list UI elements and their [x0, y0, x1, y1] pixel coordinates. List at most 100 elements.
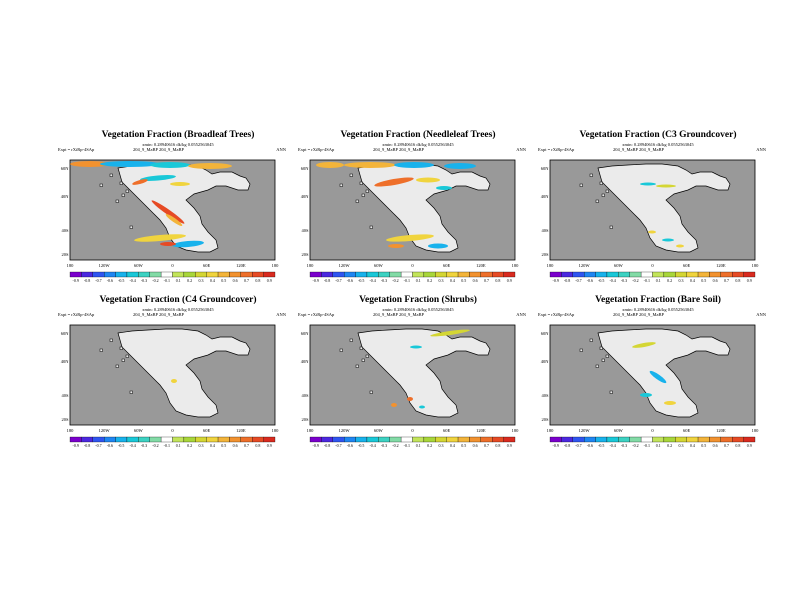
lat-label: 60N [61, 166, 70, 171]
map-plot: 60N 40N 40S 20S 180 120W 60W 0 60E 120E 180 -0.9 -0.… [301, 324, 520, 448]
colorbar-label: 0.8 [255, 443, 260, 448]
island [119, 346, 123, 350]
continent-land [357, 328, 491, 418]
colorbar-swatch [355, 271, 368, 278]
vegetation-patch [410, 345, 422, 349]
colorbar-swatch [743, 271, 756, 278]
vegetation-patch [172, 240, 204, 248]
lon-label: 120W [579, 428, 591, 433]
colorbar-label: 0.4 [210, 278, 215, 283]
colorbar-label: -0.3 [621, 278, 627, 283]
map-panel: Vegetation Fraction (Needleleaf Trees) xm… [298, 130, 538, 315]
colorbar-swatch [366, 436, 379, 443]
vegetation-patch [436, 186, 452, 190]
colorbar-label: 0.7 [724, 443, 729, 448]
colorbar-swatch [183, 436, 196, 443]
lon-label: 180 [512, 428, 520, 433]
vegetation-patch [664, 401, 676, 405]
vegetation-patch [150, 162, 190, 168]
lon-label: 60E [443, 428, 451, 433]
vegetation-patch [132, 179, 148, 185]
colorbar-swatch [469, 436, 481, 443]
colorbar-swatch [469, 271, 481, 278]
stats-line: xmin: 0.28940616 dk/kg 0.0552563045 [382, 307, 454, 312]
colorbar-label: 0.4 [450, 443, 455, 448]
colorbar-swatch [81, 271, 93, 278]
lat-label: 60N [301, 166, 310, 171]
colorbar-swatch [389, 436, 402, 443]
lon-label: 0 [411, 428, 414, 433]
colorbar-label: -0.4 [369, 443, 375, 448]
colorbar-swatch [206, 271, 219, 278]
colorbar-swatch [663, 271, 676, 278]
colorbar-swatch [389, 271, 402, 278]
colorbar-label: 0.2 [187, 443, 192, 448]
colorbar-label: -0.7 [575, 278, 581, 283]
lon-label: 60W [614, 263, 624, 268]
vegetation-patch [419, 405, 425, 409]
island [121, 358, 125, 362]
colorbar-label: 0.2 [427, 443, 432, 448]
colorbar-label: -0.2 [632, 443, 638, 448]
lon-label: 60E [203, 428, 211, 433]
island [119, 181, 123, 185]
colorbar-swatch [709, 436, 721, 443]
lon-label: 180 [272, 428, 280, 433]
island [599, 346, 603, 350]
colorbar-swatch [195, 271, 207, 278]
colorbar-label: 0.1 [656, 278, 661, 283]
continent-land [597, 328, 731, 418]
colorbar-label: 0.7 [724, 278, 729, 283]
lon-label: 60W [374, 428, 384, 433]
panel-title: Vegetation Fraction (Broadleaf Trees) [101, 130, 255, 140]
experiment-label: Expt = rXiRp-4SAp [58, 147, 95, 152]
colorbar-swatch [321, 271, 333, 278]
colorbar-swatch [400, 436, 413, 443]
lon-label: 120W [339, 263, 351, 268]
vegetation-patch [640, 393, 652, 397]
colorbar-label: 0.2 [427, 278, 432, 283]
island [339, 348, 343, 352]
vegetation-patch [407, 397, 413, 401]
colorbar-label: -0.2 [392, 278, 398, 283]
colorbar-swatch [720, 271, 733, 278]
colorbar-label: 0.1 [416, 443, 421, 448]
lon-label: 180 [67, 263, 75, 268]
colorbar-label: -0.6 [107, 443, 113, 448]
colorbar-label: -0.6 [347, 278, 353, 283]
colorbar-swatch [81, 436, 93, 443]
island [365, 189, 369, 193]
map-plot: 60N 40N 40S 20S 180 120W 60W 0 60E 120E 180 -0.9 -0.… [541, 159, 759, 283]
colorbar-label: -0.9 [73, 278, 79, 283]
colorbar-label: -0.1 [404, 443, 410, 448]
colorbar-label: -0.5 [118, 443, 124, 448]
map-panel: Vegetation Fraction (Shrubs) xmin: 0.2894… [298, 295, 538, 480]
colorbar-label: -0.2 [392, 443, 398, 448]
map-plot: 60N 40N 40S 20S 180 120W 60W 0 60E 120E 180 -0.9 -0.… [61, 159, 279, 283]
experiment-label: Expt = rXiRp-4SAp [298, 147, 335, 152]
lat-label: 40N [301, 194, 310, 199]
colorbar-swatch [492, 436, 504, 443]
island [125, 189, 129, 193]
island [605, 189, 609, 193]
stats-line: xmin: 0.28940616 dk/kg 0.0552563045 [622, 142, 694, 147]
map-plot: 60N 40N 40S 20S 180 120W 60W 0 60E 120E 180 -0.9 -0.… [61, 324, 280, 448]
colorbar-swatch [595, 436, 608, 443]
vegetation-patch [134, 234, 186, 242]
colorbar-swatch [104, 271, 116, 278]
island [109, 338, 113, 342]
colorbar-label: -0.5 [118, 278, 124, 283]
panel-title: Vegetation Fraction (C4 Groundcover) [99, 295, 257, 305]
colorbar-label: -0.4 [369, 278, 375, 283]
vegetation-patch [430, 329, 470, 337]
vegetation-patch [386, 234, 434, 242]
lon-label: 120E [716, 428, 726, 433]
colorbar-swatch [480, 271, 493, 278]
lon-label: 60W [614, 428, 624, 433]
colorbar-swatch [355, 436, 368, 443]
colorbar-swatch [606, 271, 619, 278]
lon-label: 180 [67, 428, 75, 433]
colorbar-swatch [549, 271, 562, 278]
colorbar-swatch [549, 436, 562, 443]
island [361, 358, 365, 362]
